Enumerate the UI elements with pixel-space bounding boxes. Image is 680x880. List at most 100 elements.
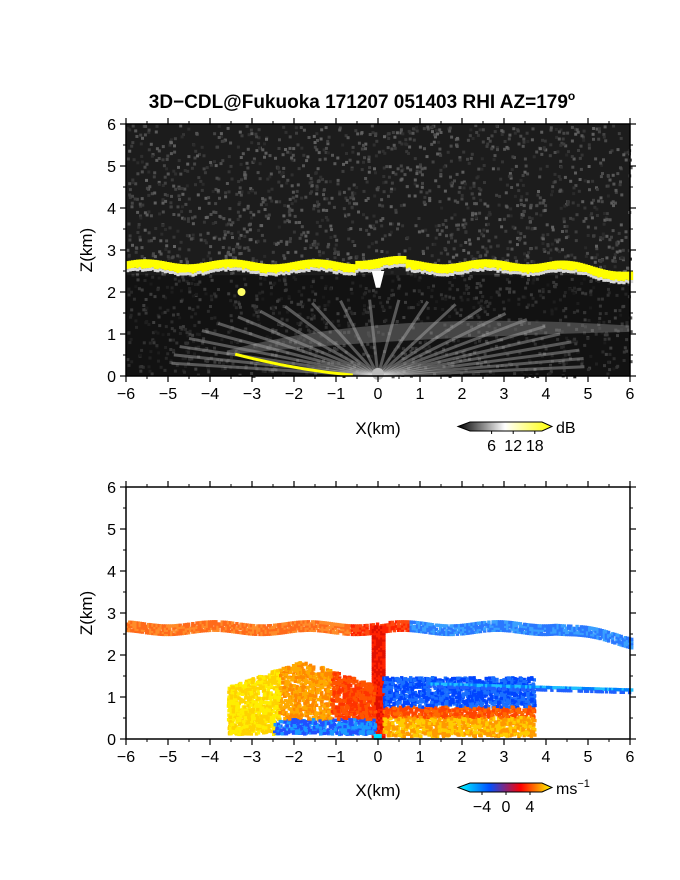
noise-pixel xyxy=(205,347,209,351)
noise-pixel xyxy=(242,277,246,281)
noise-pixel xyxy=(210,298,214,302)
velocity-pixel xyxy=(571,628,575,633)
velocity-pixel xyxy=(380,629,384,634)
noise-pixel xyxy=(337,323,341,327)
noise-pixel xyxy=(550,312,554,316)
noise-pixel xyxy=(600,331,604,335)
noise-pixel xyxy=(524,198,528,202)
noise-pixel xyxy=(526,262,530,265)
velocity-pixel xyxy=(392,622,397,626)
noise-pixel xyxy=(136,210,140,214)
cloud-edge xyxy=(330,268,334,272)
velocity-pixel xyxy=(270,632,275,636)
noise-pixel xyxy=(192,143,196,147)
noise-pixel xyxy=(246,206,250,210)
noise-pixel xyxy=(288,197,292,201)
noise-pixel xyxy=(467,238,471,242)
noise-pixel xyxy=(218,214,222,218)
noise-pixel xyxy=(130,308,134,312)
noise-pixel xyxy=(177,194,181,198)
velocity-pixel xyxy=(499,622,504,626)
cloud-echo xyxy=(231,259,235,268)
noise-pixel xyxy=(359,284,363,288)
noise-pixel xyxy=(530,260,534,264)
noise-pixel xyxy=(170,290,174,294)
noise-pixel xyxy=(464,230,468,234)
velocity-pixel xyxy=(176,625,180,630)
velocity-pixel xyxy=(468,631,472,635)
noise-pixel xyxy=(367,354,371,358)
noise-pixel xyxy=(257,142,261,146)
cloud-edge xyxy=(199,270,203,274)
noise-pixel xyxy=(455,311,459,315)
noise-pixel xyxy=(614,188,618,192)
velocity-pixel xyxy=(598,628,602,632)
noise-pixel xyxy=(491,145,495,149)
noise-pixel xyxy=(301,305,304,309)
noise-pixel xyxy=(392,354,396,358)
noise-pixel xyxy=(320,218,324,222)
cloud-echo xyxy=(131,260,135,268)
noise-pixel xyxy=(559,143,563,147)
noise-pixel xyxy=(448,363,452,367)
noise-pixel xyxy=(478,192,482,196)
velocity-pixel xyxy=(434,627,439,632)
noise-pixel xyxy=(571,165,575,169)
velocity-pixel xyxy=(342,625,346,630)
velocity-pixel xyxy=(375,692,380,697)
noise-pixel xyxy=(370,242,374,246)
cloud-echo xyxy=(456,263,460,272)
velocity-pixel xyxy=(548,624,552,628)
cloud-echo xyxy=(622,271,626,282)
velocity-pixel xyxy=(508,620,512,625)
noise-pixel xyxy=(220,338,224,342)
velocity-pixel xyxy=(340,629,344,634)
noise-pixel xyxy=(564,229,568,233)
noise-pixel xyxy=(194,283,197,286)
velocity-pixel xyxy=(375,631,380,636)
noise-pixel xyxy=(188,209,192,213)
noise-pixel xyxy=(346,369,350,373)
noise-pixel xyxy=(440,229,444,233)
noise-pixel xyxy=(480,167,484,171)
noise-pixel xyxy=(407,129,411,133)
cloud-echo xyxy=(529,264,533,273)
velocity-pixel xyxy=(501,624,506,628)
noise-pixel xyxy=(222,217,226,221)
noise-pixel xyxy=(324,322,328,326)
noise-pixel xyxy=(151,252,155,256)
noise-pixel xyxy=(570,253,574,257)
noise-pixel xyxy=(135,273,139,277)
noise-pixel xyxy=(285,242,289,246)
noise-pixel xyxy=(311,313,315,317)
noise-pixel xyxy=(206,254,210,258)
velocity-pixel xyxy=(577,633,581,637)
noise-pixel xyxy=(367,160,371,163)
cloud-edge xyxy=(451,273,455,276)
noise-pixel xyxy=(443,189,447,193)
noise-pixel xyxy=(249,238,253,242)
noise-pixel xyxy=(573,375,577,379)
noise-pixel xyxy=(312,134,316,138)
noise-pixel xyxy=(568,356,572,360)
noise-pixel xyxy=(178,198,181,201)
cloud-edge xyxy=(138,267,142,271)
noise-pixel xyxy=(142,308,146,312)
velocity-pixel xyxy=(382,669,386,674)
velocity-pixel xyxy=(371,638,376,642)
velocity-pixel xyxy=(260,632,264,637)
noise-pixel xyxy=(516,204,520,208)
noise-pixel xyxy=(391,279,395,283)
cloud-echo xyxy=(405,259,409,269)
velocity-pixel xyxy=(531,623,535,628)
noise-pixel xyxy=(589,293,593,297)
beam-ray xyxy=(377,307,483,378)
noise-pixel xyxy=(448,287,452,291)
cloud-edge xyxy=(388,265,392,269)
velocity-pixel xyxy=(378,690,382,695)
noise-pixel xyxy=(186,350,190,354)
velocity-pixel xyxy=(231,625,235,630)
noise-pixel xyxy=(299,336,302,340)
noise-pixel xyxy=(180,210,184,214)
